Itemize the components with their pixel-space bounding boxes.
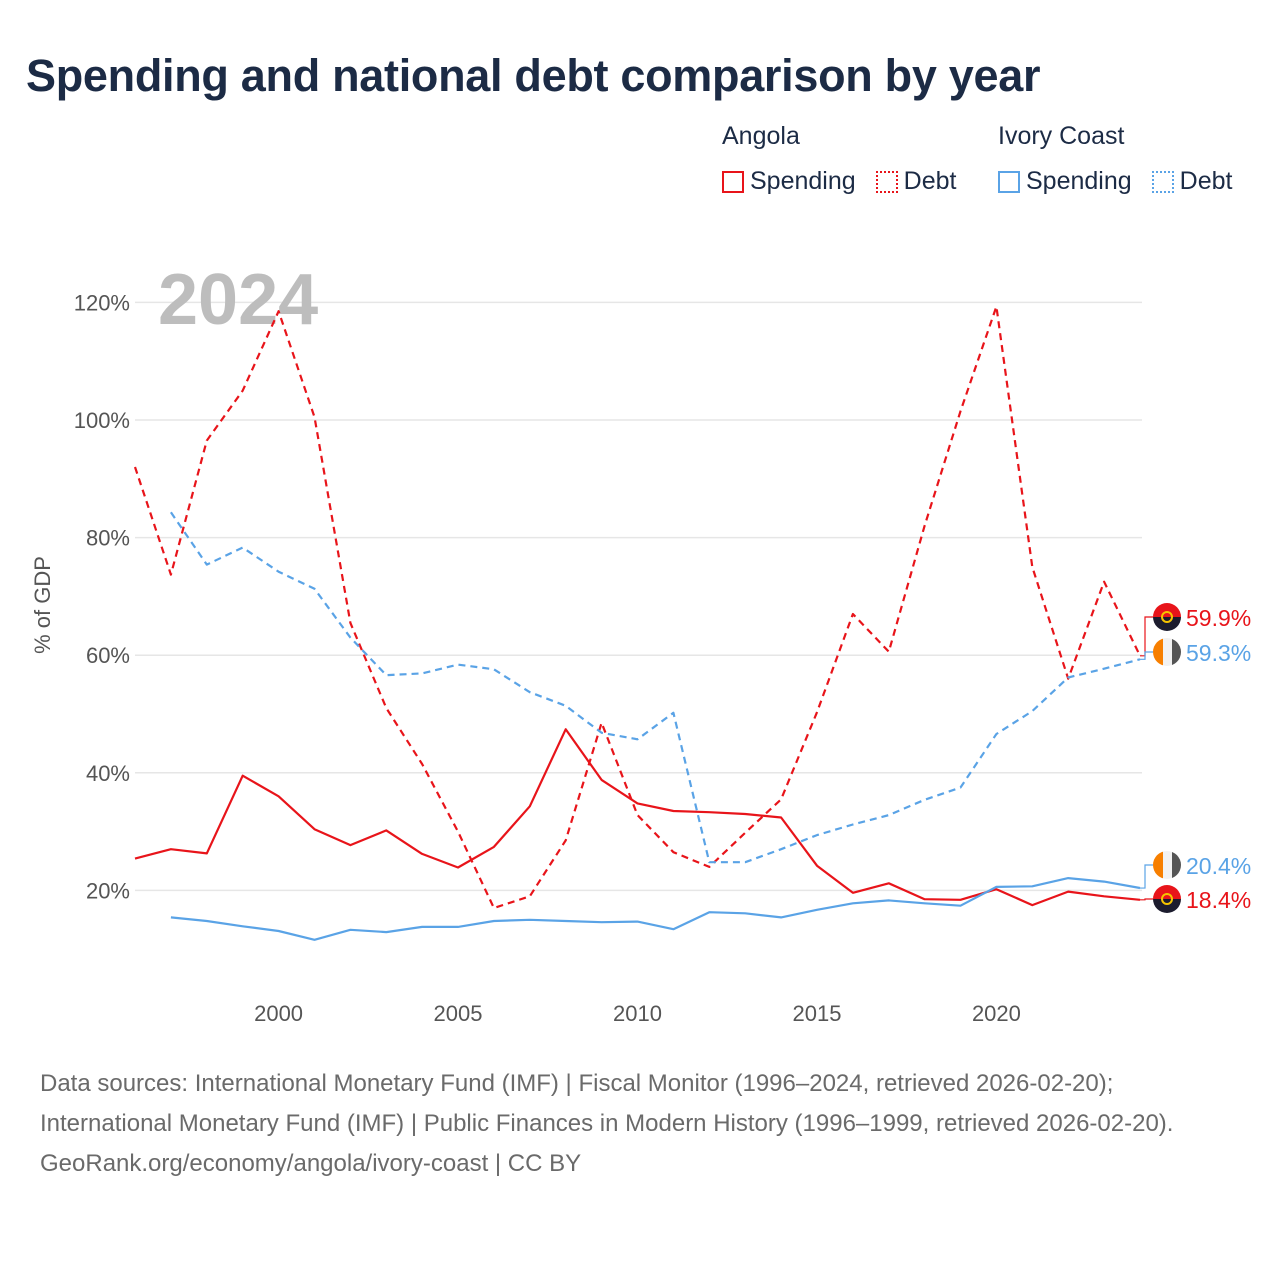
legend-item-angola-spending[interactable]: Spending — [722, 167, 856, 196]
series-line-angola-debt[interactable] — [133, 305, 1141, 910]
series-line-ivory-coast-spending[interactable] — [170, 877, 1141, 941]
end-label-connector — [1140, 616, 1153, 657]
legend-group-title-ivory-coast: Ivory Coast — [998, 122, 1125, 150]
angola-flag-icon — [1153, 603, 1181, 631]
y-axis-label: % of GDP — [30, 556, 55, 654]
x-tick-label: 2005 — [434, 1001, 483, 1026]
legend-swatch-solid — [998, 170, 1020, 193]
legend-item-ivory-coast-spending[interactable]: Spending — [998, 167, 1132, 196]
y-tick-label: 80% — [86, 526, 130, 551]
credit-link[interactable]: GeoRank.org/economy/angola/ivory-coast |… — [40, 1150, 582, 1177]
gridlines — [135, 301, 1142, 892]
x-tick-label: 2020 — [972, 1001, 1021, 1026]
legend-item-label: Spending — [1026, 167, 1132, 195]
y-tick-label: 60% — [86, 643, 130, 668]
end-labels: 18.4% 59.9% 20.4% 59.3% — [1140, 603, 1251, 913]
end-label-connector — [1140, 864, 1153, 889]
footer: Data sources: International Monetary Fun… — [40, 1064, 1240, 1184]
line-chart: 20% 40% 60% 80% 100% 120% 2000 2005 2010 2015 202… — [30, 260, 1251, 1026]
ivory-coast-flag-icon — [1153, 851, 1181, 879]
end-value-label: 20.4% — [1186, 853, 1251, 879]
x-tick-label: 2000 — [254, 1001, 303, 1026]
legend-item-angola-debt[interactable]: Debt — [875, 167, 957, 196]
legend-swatch-solid — [722, 170, 744, 193]
end-value-label: 59.9% — [1186, 605, 1251, 631]
y-tick-label: 40% — [86, 761, 130, 786]
legend-swatch-dotted — [875, 170, 898, 193]
legend-item-label: Spending — [750, 167, 856, 195]
ivory-coast-flag-icon — [1153, 638, 1181, 666]
y-tick-label: 100% — [74, 408, 130, 433]
legend-ivory-coast: Ivory Coast Spending Debt — [998, 122, 1232, 196]
legend-swatch-dotted — [1151, 170, 1174, 193]
chart-title: Spending and national debt comparison by… — [26, 50, 1041, 101]
x-axis-ticks: 2000 2005 2010 2015 2020 — [254, 1001, 1021, 1026]
series-lines — [133, 305, 1141, 941]
legend-item-label: Debt — [903, 167, 957, 195]
year-watermark: 2024 — [158, 260, 318, 340]
series-line-ivory-coast-debt[interactable] — [169, 511, 1141, 864]
end-label-connector — [1140, 898, 1153, 901]
end-value-label: 18.4% — [1186, 887, 1251, 913]
legend-angola: Angola Spending Debt — [722, 122, 956, 196]
y-axis-ticks: 20% 40% 60% 80% 100% 120% — [74, 290, 130, 903]
end-value-label: 59.3% — [1186, 640, 1251, 666]
angola-flag-icon — [1153, 885, 1181, 913]
legend-item-ivory-coast-debt[interactable]: Debt — [1151, 167, 1233, 196]
legend-group-title-angola: Angola — [722, 122, 800, 150]
end-label-connector — [1140, 651, 1153, 660]
series-line-angola-spending[interactable] — [134, 728, 1141, 907]
y-tick-label: 20% — [86, 878, 130, 903]
x-tick-label: 2015 — [792, 1001, 841, 1026]
legend-item-label: Debt — [1179, 167, 1233, 195]
x-tick-label: 2010 — [613, 1001, 662, 1026]
data-sources: Data sources: International Monetary Fun… — [40, 1070, 1174, 1137]
y-tick-label: 120% — [74, 290, 130, 315]
